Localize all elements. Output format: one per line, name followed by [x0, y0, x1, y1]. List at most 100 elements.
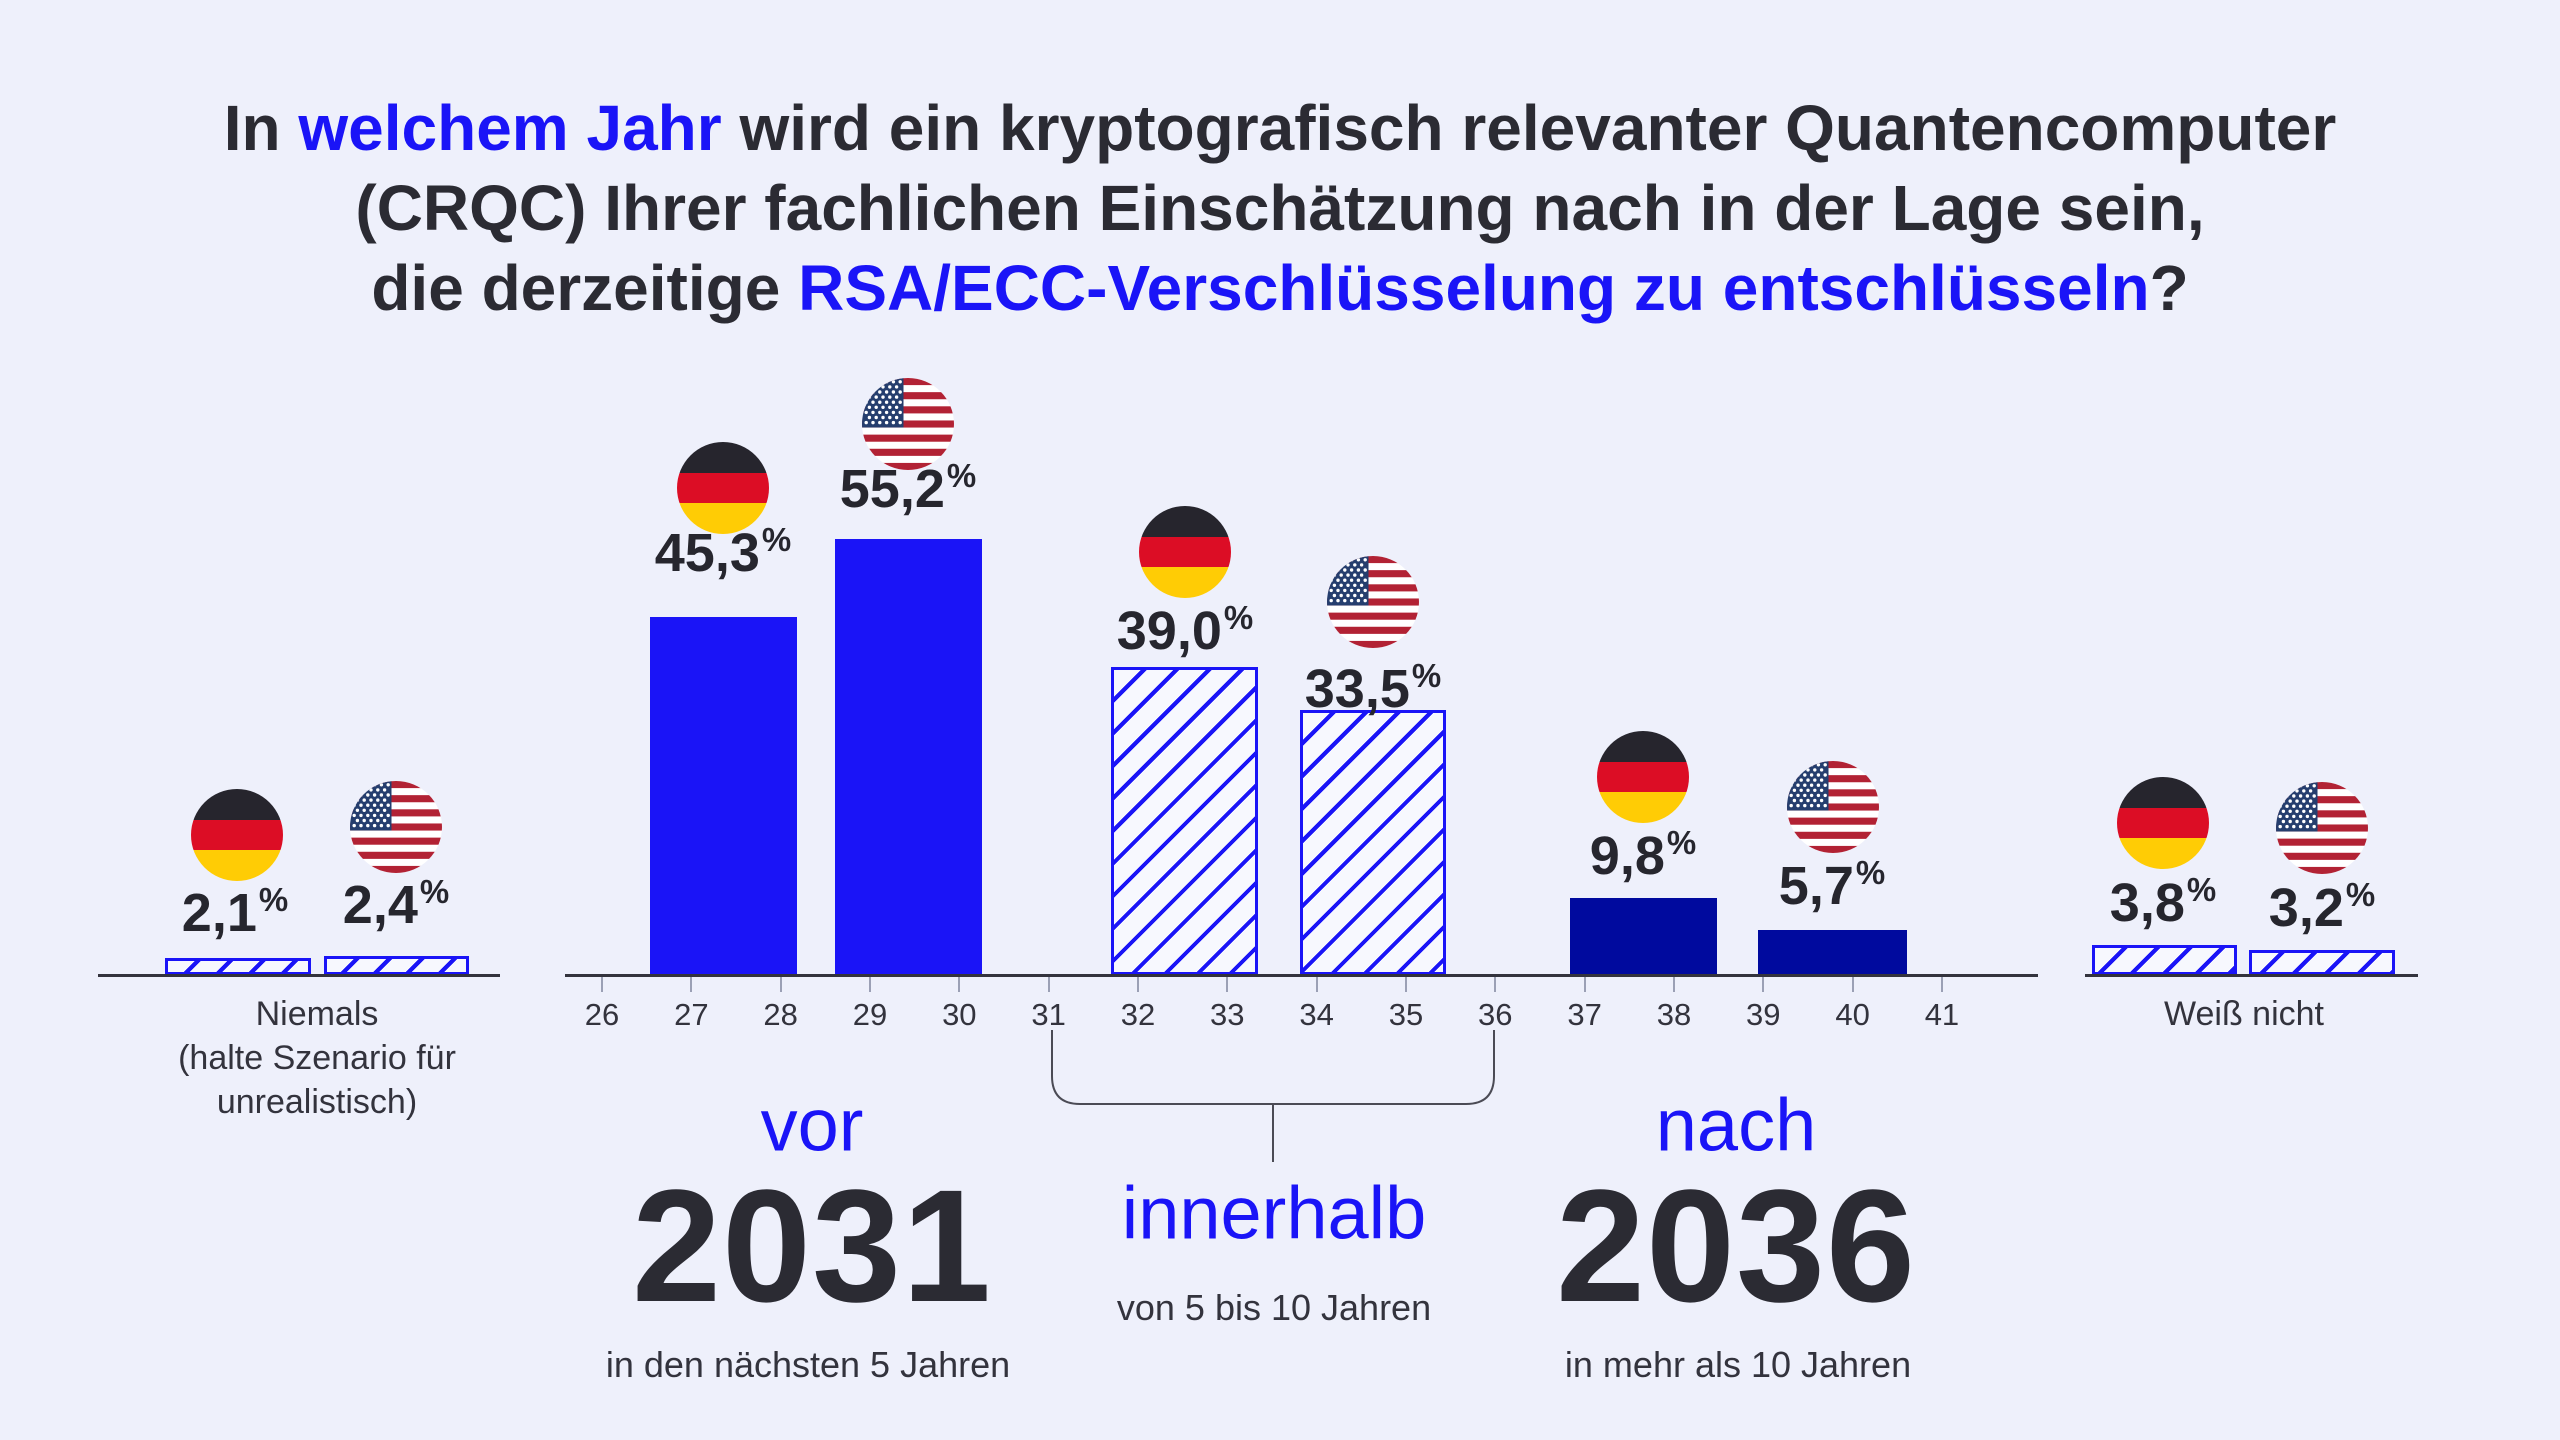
axis-tick-label: 35: [1388, 997, 1424, 1032]
value-number: 2,4: [342, 875, 418, 935]
axis-tick-label: 36: [1478, 997, 1513, 1032]
axis-tick-label: 33: [1210, 997, 1245, 1032]
year-2031: 2031: [632, 1156, 992, 1335]
bar-usa-niemals: [324, 956, 469, 975]
axis-tick: [1315, 977, 1318, 992]
percent-sign: %: [946, 457, 977, 494]
value-label-usa-nach-2036: 5,7%: [1778, 854, 1886, 917]
usa-flag-icon: [1787, 761, 1879, 853]
percent-sign: %: [761, 521, 792, 558]
axis-tick: [601, 977, 603, 992]
axis-tick: [1583, 977, 1586, 992]
usa-flag-icon: [350, 781, 442, 873]
axis-tick-label: 31: [1031, 997, 1066, 1032]
keyword-vor: vor: [760, 1083, 864, 1167]
axis-tick-label: 27: [674, 997, 709, 1032]
axis-tick: [1136, 977, 1139, 992]
axis-tick-label: 29: [852, 997, 888, 1032]
percent-sign: %: [258, 881, 289, 918]
axis-tick: [1940, 977, 1943, 992]
axis-tick: [868, 977, 871, 992]
axis-tick: [1226, 977, 1229, 992]
percent-sign: %: [1411, 657, 1442, 694]
percent-sign: %: [1223, 599, 1254, 636]
value-number: 45,3: [654, 523, 760, 583]
axis-tick-label: 39: [1746, 997, 1781, 1032]
value-number: 5,7: [1778, 856, 1854, 916]
axis-tick-label: 32: [1120, 997, 1156, 1032]
keyword-nach: nach: [1655, 1083, 1817, 1167]
axis-tick-label: 26: [584, 997, 620, 1032]
value-number: 9,8: [1589, 826, 1665, 886]
axis-tick-label: 41: [1924, 997, 1960, 1032]
percent-sign: %: [1666, 824, 1697, 861]
axis-tick-label: 37: [1567, 997, 1602, 1032]
title-highlight: RSA/ECC-Verschlüsselung zu entschlüsseln: [798, 252, 2150, 324]
usa-flag-icon: [2276, 782, 2368, 874]
axis-tick: [1494, 977, 1497, 992]
axis-tick: [1762, 977, 1765, 992]
title-text: wird ein kryptografisch relevanter Quant…: [721, 92, 2337, 164]
innerhalb-bracket: [1051, 1030, 1495, 1162]
axis-tick-label: 38: [1656, 997, 1692, 1032]
axis-tick: [1672, 977, 1675, 992]
subcaption-innerhalb: von 5 bis 10 Jahren: [1116, 1287, 1432, 1328]
subcaption-nach-2036: in mehr als 10 Jahren: [1564, 1344, 1912, 1385]
year-2036: 2036: [1556, 1156, 1916, 1335]
value-number: 3,2: [2268, 878, 2344, 938]
axis-tick: [1851, 977, 1854, 992]
axis-tick-label: 30: [942, 997, 977, 1032]
value-number: 33,5: [1304, 659, 1410, 719]
bar-usa-innerhalb: [1300, 710, 1446, 975]
germany-flag-icon: [191, 789, 283, 881]
percent-sign: %: [2186, 871, 2217, 908]
axis-tick: [779, 977, 782, 992]
axis-tick-label: 40: [1835, 997, 1870, 1032]
percent-sign: %: [419, 873, 450, 910]
percent-sign: %: [2345, 876, 2376, 913]
category-label-line: Weiß nicht: [2164, 995, 2324, 1033]
category-label-line: (halte Szenario für: [178, 1039, 456, 1077]
value-label-usa-innerhalb: 33,5%: [1304, 657, 1442, 720]
category-label-line: unrealistisch): [216, 1083, 418, 1121]
title-text: ?: [2149, 252, 2189, 324]
baseline-weiss-nicht: [2085, 974, 2418, 977]
title-text: (CRQC) Ihrer fachlichen Einschätzung nac…: [355, 172, 2205, 244]
category-label-weiss-nicht: Weiß nicht: [2164, 992, 2324, 1036]
germany-flag-icon: [2117, 777, 2209, 869]
bar-germany-nach-2036: [1570, 898, 1717, 975]
value-label-germany-nach-2036: 9,8%: [1589, 824, 1697, 887]
bar-germany-innerhalb: [1111, 667, 1258, 975]
category-label-niemals: Niemals (halte Szenario für unrealistisc…: [178, 992, 456, 1124]
title-highlight: welchem Jahr: [298, 92, 722, 164]
value-number: 2,1: [181, 883, 257, 943]
value-label-usa-weiss-nicht: 3,2%: [2268, 876, 2376, 939]
value-label-usa-vor-2031: 55,2%: [839, 457, 977, 520]
usa-flag-icon: [1327, 556, 1419, 648]
usa-flag-icon: [862, 378, 954, 470]
title-line-1: In welchem Jahr wird ein kryptografisch …: [0, 88, 2560, 168]
value-label-germany-weiss-nicht: 3,8%: [2109, 871, 2217, 934]
value-label-usa-niemals: 2,4%: [342, 873, 450, 936]
percent-sign: %: [1855, 854, 1886, 891]
title-text: die derzeitige: [371, 252, 799, 324]
bar-usa-weiss-nicht: [2249, 950, 2395, 975]
bar-germany-weiss-nicht: [2092, 945, 2237, 975]
bar-germany-vor-2031: [650, 617, 797, 975]
x-axis-line: [565, 974, 2038, 977]
keyword-innerhalb: innerhalb: [1121, 1171, 1427, 1255]
value-number: 3,8: [2109, 873, 2185, 933]
title-line-3: die derzeitige RSA/ECC-Verschlüsselung z…: [0, 248, 2560, 328]
germany-flag-icon: [1139, 506, 1231, 598]
value-label-germany-vor-2031: 45,3%: [654, 521, 792, 584]
value-label-germany-innerhalb: 39,0%: [1117, 599, 1254, 662]
axis-tick: [690, 977, 693, 992]
value-number: 55,2: [839, 459, 945, 519]
baseline-niemals: [98, 974, 500, 977]
bar-germany-niemals: [165, 958, 311, 975]
axis-tick: [1047, 977, 1050, 992]
axis-tick: [1404, 977, 1407, 992]
category-label-line: Niemals: [255, 995, 379, 1033]
bar-usa-vor-2031: [835, 539, 982, 975]
value-label-germany-niemals: 2,1%: [181, 881, 289, 944]
